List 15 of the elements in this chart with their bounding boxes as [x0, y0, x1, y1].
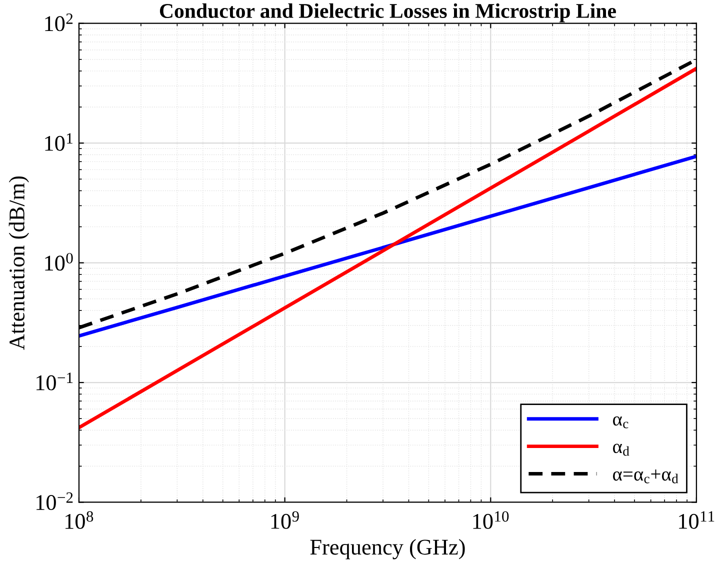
chart-title: Conductor and Dielectric Losses in Microstrip Line — [160, 3, 616, 22]
y-tick-label: 10$^{2}$ — [45, 14, 73, 32]
legend-label: α$_{c}$ — [613, 416, 628, 428]
x-tick-label: 10$^{8}$ — [65, 511, 94, 529]
y-tick-label: 10$^{1}$ — [45, 133, 72, 151]
y-axis-title: Attenuation (dB/m) — [8, 176, 30, 350]
x-tick-label: 10$^{10}$ — [473, 511, 509, 529]
legend-label: α$_{d}$ — [613, 444, 630, 456]
y-tick-label: 10$^{−2}$ — [36, 492, 73, 510]
x-tick-label: 10$^{9}$ — [271, 511, 299, 529]
y-tick-label: 10$^{0}$ — [45, 252, 73, 271]
legend-label: α=α$_{c}$+α$_{d}$ — [613, 470, 678, 484]
x-tick-label: 10$^{11}$ — [679, 511, 714, 529]
x-axis-title: Frequency (GHz) — [310, 539, 465, 560]
y-tick-label: 10$^{−1}$ — [36, 372, 73, 390]
